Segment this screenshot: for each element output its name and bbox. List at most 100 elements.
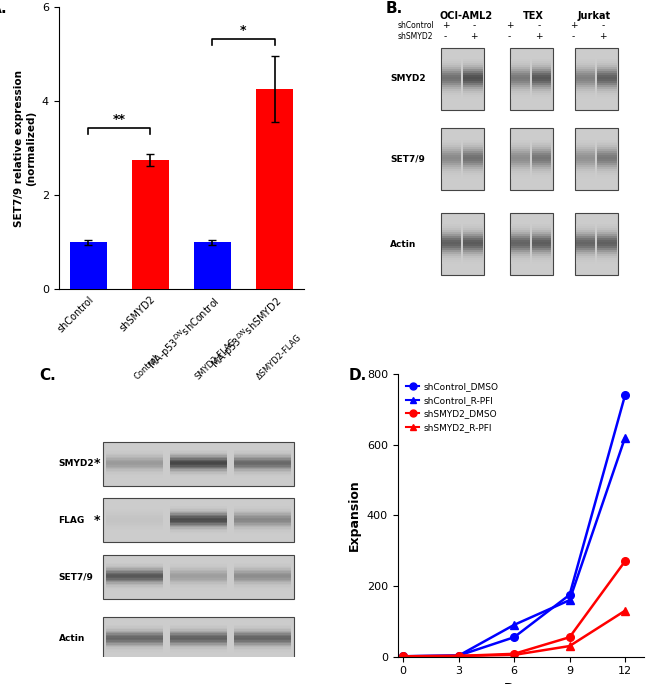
Bar <box>170 573 228 574</box>
Bar <box>234 636 291 637</box>
Text: FLAG: FLAG <box>58 516 84 525</box>
Bar <box>511 144 530 146</box>
Bar <box>234 451 291 453</box>
Bar <box>511 254 530 256</box>
Bar <box>576 67 595 69</box>
Bar <box>170 521 228 522</box>
Bar <box>106 563 163 564</box>
Bar <box>234 519 291 521</box>
Bar <box>463 234 483 236</box>
Bar <box>442 248 461 250</box>
Bar <box>463 83 483 85</box>
Bar <box>170 525 228 526</box>
Text: **: ** <box>113 113 126 126</box>
Bar <box>463 89 483 91</box>
Bar <box>106 581 163 583</box>
Bar <box>442 170 461 171</box>
Bar <box>532 146 551 148</box>
Bar <box>463 168 483 170</box>
Bar <box>576 71 595 73</box>
Bar <box>532 262 551 264</box>
Bar <box>170 627 228 628</box>
Bar <box>106 637 163 639</box>
Bar <box>194 242 231 289</box>
Bar <box>442 73 461 75</box>
Bar <box>106 647 163 649</box>
Bar <box>511 157 530 159</box>
Bar <box>170 516 228 518</box>
Bar <box>106 510 163 512</box>
shSMYD2_DMSO <box>455 652 463 660</box>
Bar <box>597 61 617 63</box>
Bar <box>170 644 228 646</box>
Bar <box>442 91 461 93</box>
Bar <box>234 529 291 530</box>
Bar <box>576 65 595 67</box>
Bar <box>463 166 483 168</box>
Bar <box>234 523 291 525</box>
Bar <box>170 632 228 633</box>
Text: -: - <box>508 32 511 41</box>
Bar <box>106 471 163 472</box>
Bar <box>106 518 163 519</box>
Bar <box>170 566 228 567</box>
Bar <box>234 450 291 451</box>
Text: shControl: shControl <box>398 21 434 29</box>
Bar <box>532 254 551 256</box>
Bar <box>511 67 530 69</box>
Bar <box>597 148 617 150</box>
shControl_DMSO <box>399 652 407 660</box>
Text: -: - <box>473 21 476 29</box>
Bar <box>170 646 228 647</box>
Bar <box>511 248 530 250</box>
Bar <box>576 171 595 173</box>
Bar <box>442 71 461 73</box>
Bar <box>106 644 163 646</box>
Bar <box>106 590 163 591</box>
Bar <box>532 75 551 77</box>
Bar <box>106 533 163 534</box>
Bar <box>234 573 291 574</box>
Bar <box>463 163 483 166</box>
Bar <box>106 473 163 475</box>
Bar <box>442 224 461 226</box>
Bar <box>576 166 595 168</box>
Bar <box>532 77 551 79</box>
Bar <box>170 588 228 590</box>
Bar <box>532 224 551 226</box>
Bar <box>511 240 530 242</box>
Bar <box>576 148 595 150</box>
Bar <box>234 642 291 643</box>
Bar <box>511 250 530 252</box>
Bar <box>170 509 228 510</box>
Bar <box>463 73 483 75</box>
Text: SMYD2-FLAG: SMYD2-FLAG <box>194 337 239 382</box>
Bar <box>170 530 228 531</box>
Bar <box>511 79 530 81</box>
Bar <box>234 508 291 509</box>
Bar <box>170 571 228 573</box>
Bar <box>234 530 291 531</box>
Bar <box>170 636 228 637</box>
Bar <box>442 228 461 231</box>
Bar <box>532 59 551 61</box>
Bar <box>234 509 291 510</box>
Bar <box>532 233 551 234</box>
Bar <box>106 642 163 643</box>
Bar <box>234 526 291 527</box>
Bar <box>106 530 163 531</box>
Bar <box>463 233 483 234</box>
Bar <box>442 153 461 155</box>
Bar <box>532 226 551 228</box>
X-axis label: Days: Days <box>504 682 538 684</box>
Bar <box>106 453 163 454</box>
Bar <box>234 518 291 519</box>
Bar <box>597 163 617 166</box>
Bar <box>463 77 483 79</box>
Bar <box>597 262 617 264</box>
Bar <box>532 173 551 175</box>
Bar <box>511 238 530 240</box>
Bar <box>511 150 530 151</box>
Bar <box>511 236 530 238</box>
Text: +: + <box>506 21 514 29</box>
